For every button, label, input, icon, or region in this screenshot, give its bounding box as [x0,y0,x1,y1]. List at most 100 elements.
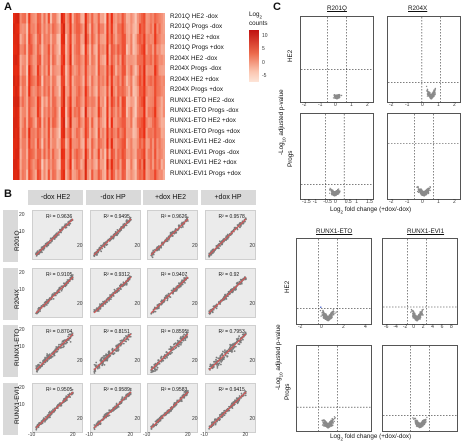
heatmap-cell [28,33,31,45]
heatmap-cell [54,117,57,129]
heatmap-cell [136,106,140,118]
heatmap-cell [145,106,149,118]
scatter-point [118,230,120,233]
heatmap-cell [141,106,144,118]
scatter-point [69,222,71,225]
volcano-x-tick: 0 [421,102,424,108]
heatmap-cell [26,23,29,35]
heatmap-cell [117,33,120,45]
heatmap-cell [156,23,159,35]
heatmap-cell [26,65,29,77]
heatmap-cell [86,75,90,87]
heatmap-cell [45,13,49,24]
heatmap-cell [106,33,109,45]
heatmap-cell [123,23,127,35]
heatmap-cell [147,44,151,56]
heatmap-cell [75,13,79,24]
heatmap-cell [73,44,77,56]
heatmap-cell [84,65,88,77]
heatmap-cell [32,127,36,139]
heatmap-cell [99,159,103,170]
heatmap-cell [125,13,129,24]
heatmap-cell [60,13,64,24]
heatmap-cell [71,44,75,56]
heatmap-cell [136,127,140,139]
heatmap-cell [160,148,164,160]
heatmap-cell [67,117,70,129]
scatter-point [99,358,102,361]
heatmap-cell [149,33,153,45]
scatter-point [119,398,122,401]
heatmap-cell [104,75,107,87]
heatmap-cell [36,117,40,129]
heatmap-cell [99,54,103,66]
heatmap-cell [115,117,118,129]
scatter-point [170,289,173,291]
heatmap-cell [19,96,23,108]
heatmap-cell [54,96,57,108]
scatter-point [185,336,188,339]
heatmap-cell [21,44,25,56]
scatter-point [174,347,177,350]
heatmap-cell [23,75,27,87]
heatmap-cell [19,159,23,170]
heatmap-cell [108,75,112,87]
heatmap-cell [62,23,66,35]
heatmap-cell [45,65,49,77]
heatmap-cell [147,96,151,108]
volcano-x-label: Log2 fold change (+dox/-dox) [330,206,412,215]
scatter-point [120,339,123,342]
heatmap-cell [102,106,105,118]
scatter-point [169,231,172,234]
heatmap-cell [134,159,138,170]
heatmap-cell [13,86,16,97]
scatter-row-label: R201Q [3,210,21,262]
heatmap-cell [108,23,112,35]
scatter-point [95,306,98,309]
heatmap-cell [162,86,166,97]
scatter-point [176,399,179,401]
heatmap-row-label: RUNX1-EVI1 Progs -dox [170,148,240,156]
scatter-point [216,362,219,365]
scatter-point [167,354,170,357]
heatmap-cell [26,159,29,170]
heatmap-cell [130,54,133,66]
legend-tick: 5 [262,46,265,52]
heatmap-cell [119,96,122,108]
scatter-point [154,370,157,372]
heatmap-cell [89,169,92,181]
heatmap-cell [13,13,16,24]
heatmap-cell [104,86,107,97]
scatter-point [41,251,43,254]
scatter-point [98,246,100,249]
heatmap-cell [110,117,114,129]
scatter-x-tick: 20 [77,358,83,364]
volcano-point [329,188,331,191]
heatmap-cell [13,159,16,170]
scatter-point [159,419,162,422]
heatmap-cell [43,33,46,45]
heatmap-cell [160,127,164,139]
heatmap-cell [34,65,38,77]
heatmap-cell [41,44,44,56]
heatmap-cell [99,106,103,118]
heatmap-cell [43,138,46,150]
legend-colorbar [249,30,259,82]
heatmap-cell [134,13,138,24]
heatmap-cell [32,86,36,97]
scatter-point [115,349,118,352]
volcano-point [334,96,336,99]
volcano-x-tick: -2 [389,102,394,108]
heatmap-cell [39,86,42,97]
heatmap-cell [151,13,155,24]
volcano-point [337,191,340,193]
heatmap-cell [125,75,129,87]
heatmap-cell [158,86,162,97]
heatmap-cell [119,117,122,129]
volcano-point [336,97,338,99]
heatmap-cell [39,138,42,150]
heatmap-cell [13,23,16,35]
volcano-point [428,188,430,190]
heatmap-cell [102,23,105,35]
heatmap-cell [158,96,162,108]
